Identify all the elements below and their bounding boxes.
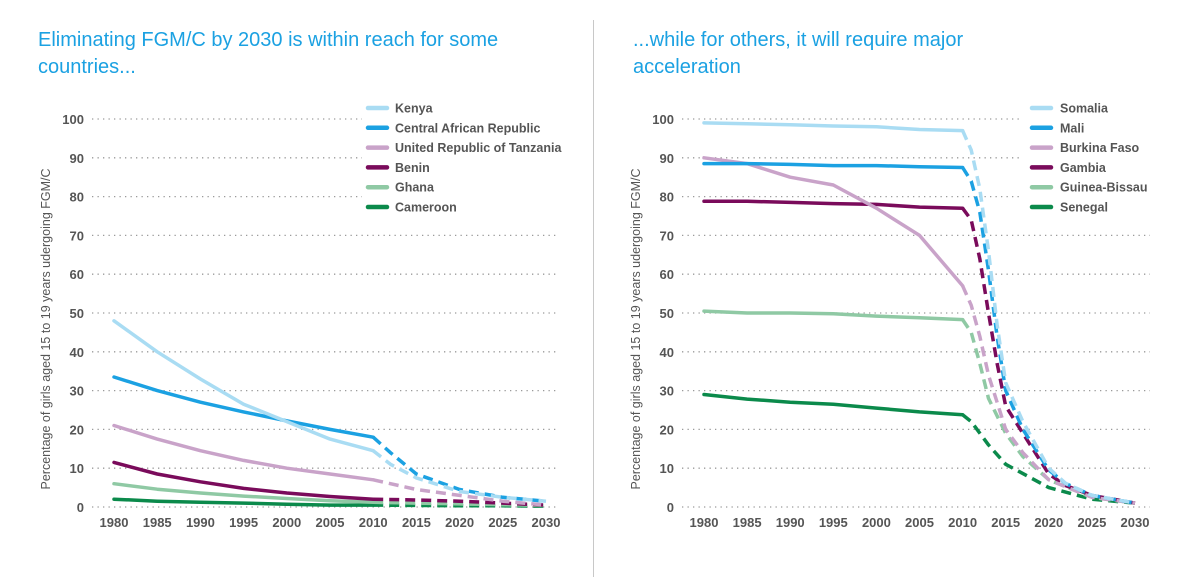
series-line-senegal xyxy=(702,392,965,417)
x-tick-label: 1995 xyxy=(229,515,258,530)
series-projected-guinea-bissau xyxy=(961,318,1136,505)
x-tick-label: 2025 xyxy=(488,515,517,530)
legend-label: Kenya xyxy=(395,102,434,116)
series-projected-kenya xyxy=(372,449,547,503)
series-projected-mali xyxy=(961,166,1136,505)
series-line-benin xyxy=(112,460,375,501)
x-tick-label: 2000 xyxy=(272,515,301,530)
panel-divider xyxy=(593,20,594,577)
series-line-guinea-bissau xyxy=(702,309,965,322)
y-tick-label: 60 xyxy=(70,267,84,282)
series-projected-senegal xyxy=(961,413,1136,505)
y-tick-label: 30 xyxy=(70,384,84,399)
right-chart-title: ...while for others, it will require maj… xyxy=(633,29,964,78)
legend-label: Somalia xyxy=(1060,102,1109,116)
legend-label: Benin xyxy=(395,161,430,175)
y-tick-label: 90 xyxy=(70,151,84,166)
x-tick-label: 1995 xyxy=(819,515,848,530)
series-line-mali xyxy=(702,161,965,170)
x-tick-label: 1985 xyxy=(143,515,172,530)
x-tick-label: 2030 xyxy=(1121,515,1150,530)
y-tick-label: 40 xyxy=(660,345,674,360)
y-tick-label: 100 xyxy=(652,112,674,127)
series-projected-gambia xyxy=(961,207,1136,505)
legend-label: Mali xyxy=(1060,121,1084,135)
y-axis-label: Percentage of girls aged 15 to 19 years … xyxy=(629,168,643,489)
legend-label: Senegal xyxy=(1060,201,1108,215)
x-tick-label: 2010 xyxy=(948,515,977,530)
series-line-kenya xyxy=(112,319,375,453)
x-tick-label: 2000 xyxy=(862,515,891,530)
legend-label: United Republic of Tanzania xyxy=(395,141,562,155)
y-tick-label: 20 xyxy=(70,422,84,437)
series-line-central-african-republic xyxy=(112,375,375,439)
x-tick-label: 2030 xyxy=(532,515,561,530)
x-tick-label: 2010 xyxy=(359,515,388,530)
series-line-cameroon xyxy=(112,497,375,507)
x-tick-label: 2025 xyxy=(1077,515,1106,530)
series-line-somalia xyxy=(702,121,965,133)
series-line-burkina-faso xyxy=(702,156,965,288)
x-tick-label: 1980 xyxy=(100,515,129,530)
x-tick-label: 2020 xyxy=(1034,515,1063,530)
y-tick-label: 10 xyxy=(70,461,84,476)
y-tick-label: 70 xyxy=(660,228,674,243)
y-tick-label: 90 xyxy=(660,151,674,166)
legend-label: Gambia xyxy=(1060,161,1107,175)
legend-label: Guinea-Bissau xyxy=(1060,181,1148,195)
y-tick-label: 70 xyxy=(70,228,84,243)
y-tick-label: 0 xyxy=(667,500,674,515)
left-chart-title: Eliminating FGM/C by 2030 is within reac… xyxy=(38,29,499,78)
x-tick-label: 1990 xyxy=(186,515,215,530)
y-tick-label: 30 xyxy=(660,384,674,399)
y-tick-label: 50 xyxy=(70,306,84,321)
y-tick-label: 40 xyxy=(70,345,84,360)
x-tick-label: 1990 xyxy=(776,515,805,530)
legend-label: Cameroon xyxy=(395,201,457,215)
series-line-united-republic-of-tanzania xyxy=(112,423,375,482)
x-tick-label: 2015 xyxy=(402,515,431,530)
x-tick-label: 2020 xyxy=(445,515,474,530)
y-tick-label: 0 xyxy=(77,500,84,515)
legend-label: Central African Republic xyxy=(395,121,540,135)
x-tick-label: 1985 xyxy=(733,515,762,530)
legend-label: Ghana xyxy=(395,181,435,195)
y-tick-label: 80 xyxy=(70,190,84,205)
y-tick-label: 80 xyxy=(660,190,674,205)
x-tick-label: 2005 xyxy=(905,515,934,530)
y-tick-label: 100 xyxy=(62,112,84,127)
series-line-ghana xyxy=(112,481,375,505)
y-tick-label: 60 xyxy=(660,267,674,282)
y-tick-label: 20 xyxy=(660,422,674,437)
series-projected-somalia xyxy=(961,129,1136,505)
series-line-gambia xyxy=(702,199,965,210)
y-tick-label: 10 xyxy=(660,461,674,476)
x-tick-label: 1980 xyxy=(690,515,719,530)
x-tick-label: 2015 xyxy=(991,515,1020,530)
y-tick-label: 50 xyxy=(660,306,674,321)
series-projected-burkina-faso xyxy=(961,285,1136,505)
series-projected-united-republic-of-tanzania xyxy=(372,478,547,507)
x-tick-label: 2005 xyxy=(316,515,345,530)
legend-label: Burkina Faso xyxy=(1060,141,1140,155)
y-axis-label: Percentage of girls aged 15 to 19 years … xyxy=(39,168,53,489)
